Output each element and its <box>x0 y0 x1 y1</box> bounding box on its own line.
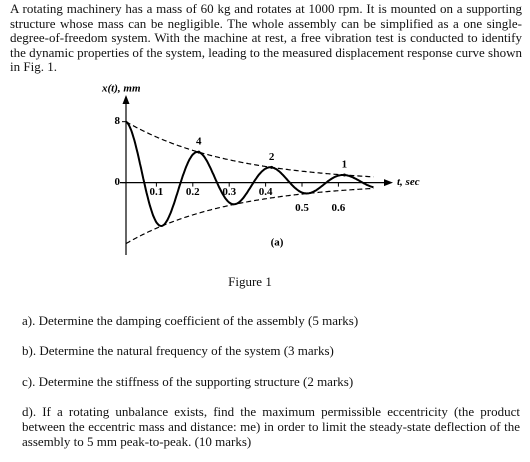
y-tick-label: 8 <box>115 115 121 127</box>
x-tick-label: 0.1 <box>150 186 164 198</box>
y-axis-arrow <box>122 95 130 104</box>
peak-point <box>270 165 274 169</box>
envelope <box>125 187 374 245</box>
peak-label: 1 <box>342 159 348 171</box>
question: a). Determine the damping coefficient of… <box>22 313 359 328</box>
figure-caption: Figure 1 <box>228 274 272 289</box>
peak-point <box>197 150 201 154</box>
peak-point <box>342 173 346 177</box>
x-tick-label: 0.2 <box>186 186 200 198</box>
x-tick-label: 0.6 <box>332 202 346 214</box>
x-axis-arrow <box>384 179 393 187</box>
peak-label: 4 <box>196 136 202 148</box>
x-tick-label: 0.3 <box>222 186 236 198</box>
figure: x(t), mm t, sec 0.1 0.2 0.3 0.4 0.5 0.6 0 8 4 2 1 (a) <box>101 83 420 255</box>
intro-paragraph: A rotating machinery has a mass of 60 kg… <box>10 1 522 75</box>
x-axis-label: t, sec <box>397 176 420 188</box>
peak-label: 2 <box>269 151 275 163</box>
y-axis-label: x(t), mm <box>101 83 141 95</box>
response-curve <box>125 120 374 228</box>
panel-label: (a) <box>271 237 284 249</box>
y-tick-label: 0 <box>115 176 121 188</box>
question: d). If a rotating unbalance exists, find… <box>22 404 520 449</box>
x-tick-label: 0.5 <box>295 202 309 214</box>
question: b). Determine the natural frequency of t… <box>22 343 334 358</box>
x-tick-label: 0.4 <box>259 186 273 198</box>
envelope <box>125 121 374 178</box>
question: c). Determine the stiffness of the suppo… <box>22 374 354 389</box>
